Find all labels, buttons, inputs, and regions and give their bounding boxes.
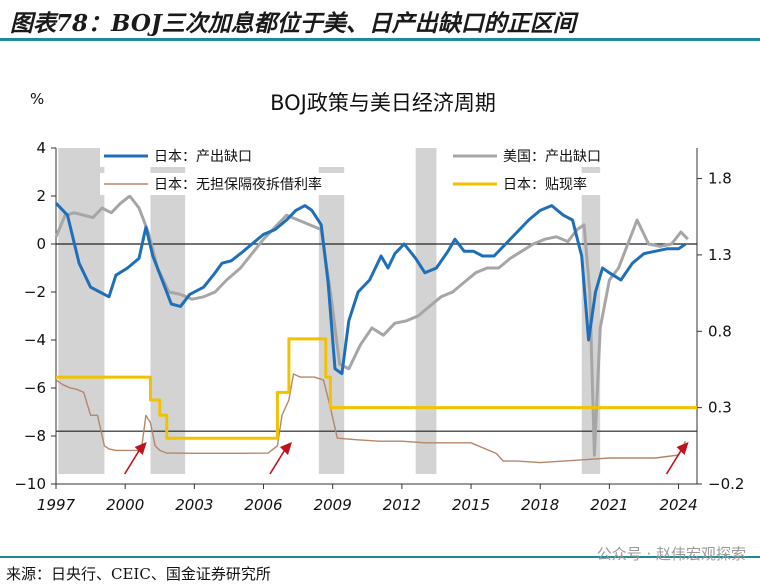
y-left-unit: % <box>30 90 44 108</box>
x-tick-label: 2000 <box>106 496 144 514</box>
policy-arrow-shaft <box>124 447 142 475</box>
y-left-tick-label: −4 <box>24 331 46 349</box>
watermark: 公众号 · 赵伟宏观探索 <box>596 545 746 563</box>
source-rule <box>0 556 760 558</box>
policy-arrow-shaft <box>665 447 684 475</box>
legend-label: 日本：贴现率 <box>503 176 587 193</box>
y-axis-right: 1.8 1.3 0.8 0.3 −0.2 <box>697 170 744 493</box>
y-left-tick-label: −8 <box>24 427 46 445</box>
shaded-period <box>58 148 105 474</box>
y-axis-left: 4 2 0 −2 −4 −6 −8 −10 <box>14 139 56 493</box>
x-tick-label: 2006 <box>244 496 282 514</box>
source-note: 来源：日央行、CEIC、国金证券研究所 <box>6 565 271 583</box>
x-tick-label: 2009 <box>314 496 352 514</box>
y-left-tick-label: −2 <box>24 283 46 301</box>
figure-title: 图表78：BOJ三次加息都位于美、日产出缺口的正区间 <box>10 10 576 37</box>
policy-arrows <box>124 442 689 475</box>
policy-arrow-head <box>134 442 147 455</box>
series-line-japan-output-gap <box>54 202 687 376</box>
legend-backdrop <box>100 173 390 195</box>
series-line-japan-call-rate <box>55 373 687 464</box>
legend-label: 美国：产出缺口 <box>503 149 601 165</box>
legend-backdrop <box>100 145 390 167</box>
policy-arrow-head <box>279 442 292 455</box>
y-right-tick-label: −0.2 <box>708 475 744 493</box>
series-lines <box>54 194 697 464</box>
legend-label: 日本：产出缺口 <box>154 149 252 165</box>
chart: BOJ政策与美日经济周期 % 1997 2000 2003 2006 2009 2012 2… <box>14 90 744 514</box>
x-tick-label: 2021 <box>590 496 628 514</box>
x-tick-label: 2012 <box>383 496 421 514</box>
x-tick-label: 2015 <box>452 496 490 514</box>
x-tick-label: 2018 <box>521 496 559 514</box>
title-rule <box>0 38 760 41</box>
x-tick-label: 1997 <box>37 496 76 514</box>
y-right-tick-label: 1.8 <box>708 170 732 188</box>
legend-backdrop <box>449 145 649 167</box>
legend-label: 日本：无担保隔夜拆借利率 <box>154 176 322 193</box>
y-left-tick-label: 2 <box>36 187 46 205</box>
legend-backdrop <box>449 173 649 195</box>
reference-lines <box>56 243 697 432</box>
x-axis: 1997 2000 2003 2006 2009 2012 2015 2018 2021 2024 <box>37 484 698 514</box>
x-tick-label: 2003 <box>175 496 213 514</box>
y-left-tick-label: −10 <box>14 475 46 493</box>
x-tick-label: 2024 <box>659 496 697 514</box>
policy-arrow-shaft <box>269 447 287 475</box>
shaded-periods <box>58 148 601 474</box>
policy-arrow-head <box>676 442 689 455</box>
y-right-tick-label: 1.3 <box>708 246 732 264</box>
series-line-japan-discount-rate <box>56 337 697 440</box>
y-right-tick-label: 0.8 <box>708 322 732 340</box>
chart-title: BOJ政策与美日经济周期 <box>270 91 496 115</box>
y-left-tick-label: 4 <box>36 139 46 157</box>
y-left-tick-label: 0 <box>36 235 46 253</box>
y-left-tick-label: −6 <box>24 379 46 397</box>
y-right-tick-label: 0.3 <box>708 399 732 417</box>
